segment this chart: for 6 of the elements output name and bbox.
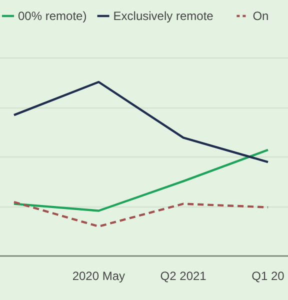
legend-label: On (252, 9, 269, 23)
legend-label: 00% remote) (18, 9, 87, 23)
x-tick-label: 2020 May (72, 269, 126, 283)
legend-label: Exclusively remote (113, 9, 214, 23)
x-tick-label: Q1 20 (252, 269, 285, 283)
x-tick-label: Q2 2021 (160, 269, 207, 283)
